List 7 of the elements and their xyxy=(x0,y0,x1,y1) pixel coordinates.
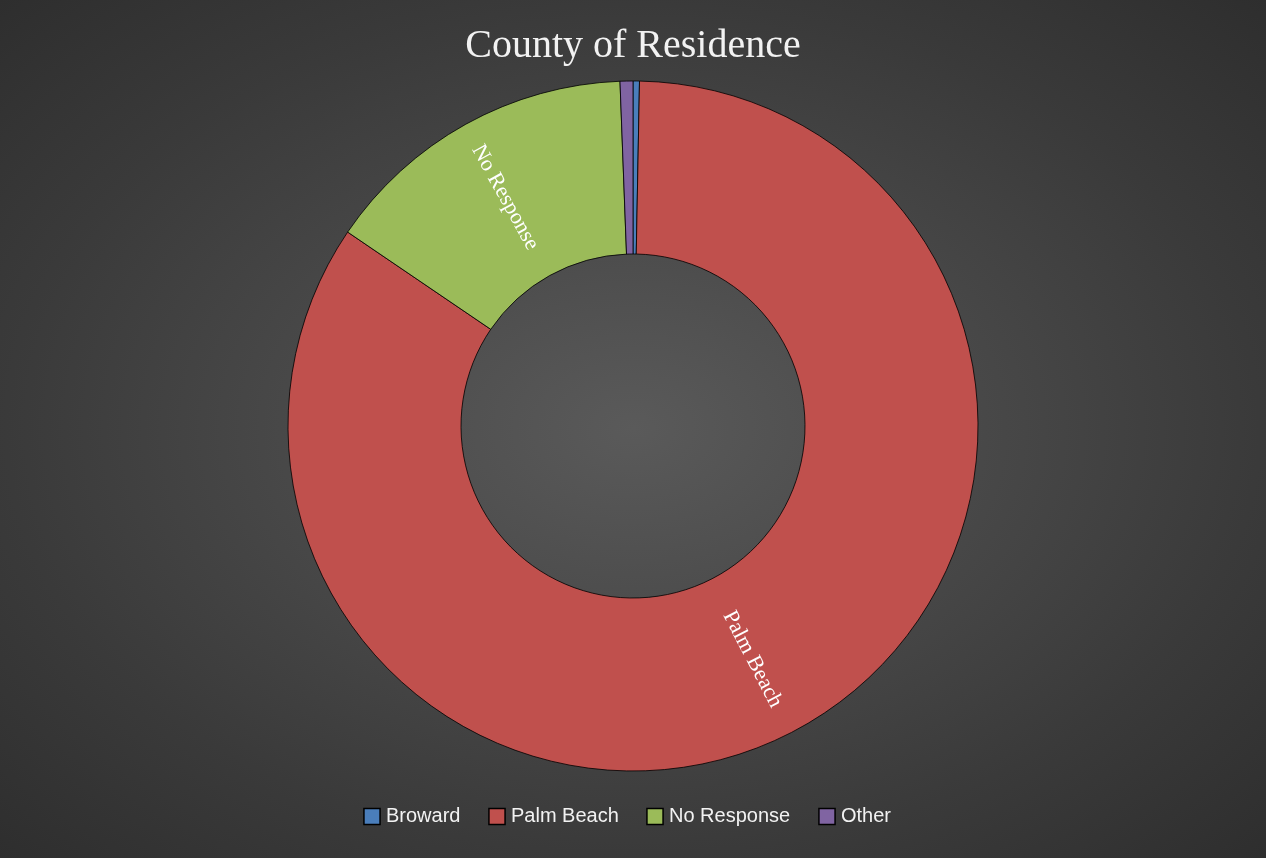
donut-slice xyxy=(288,80,979,772)
legend-label: No Response xyxy=(669,804,791,827)
legend-label: Broward xyxy=(386,804,461,827)
legend-label: Other xyxy=(841,804,892,827)
chart-title: County of Residence xyxy=(465,21,801,66)
legend-label: Palm Beach xyxy=(511,804,619,827)
data-label: Palm Beach xyxy=(718,605,790,712)
